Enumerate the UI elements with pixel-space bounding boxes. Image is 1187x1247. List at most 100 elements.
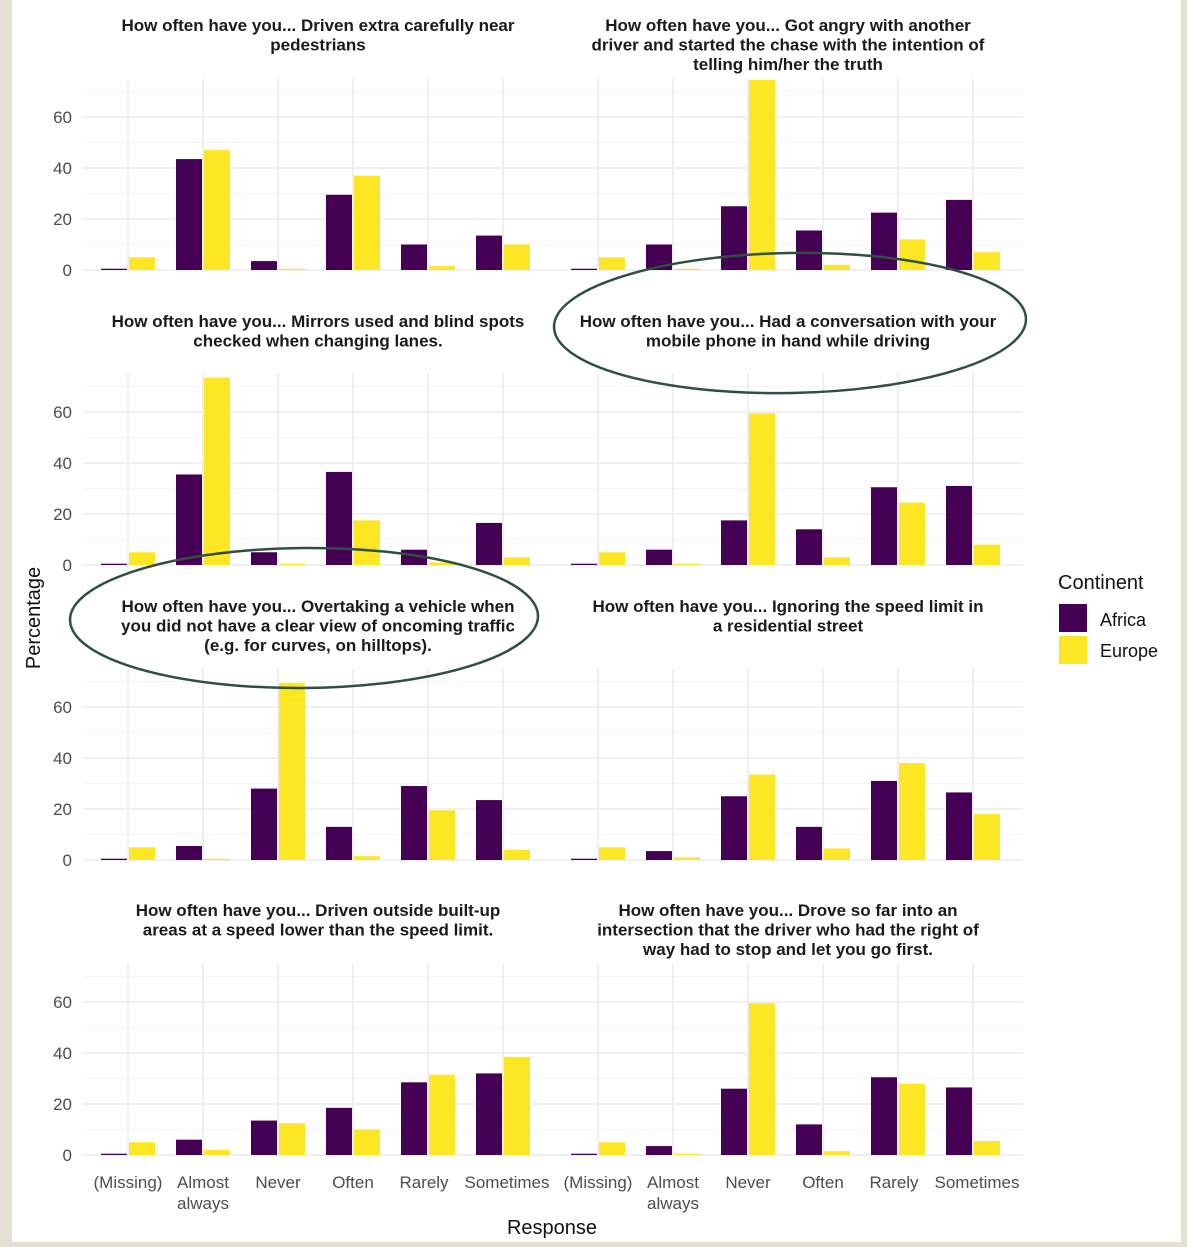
bar-europe-almost-always [204,377,230,565]
bar-europe-sometimes [504,849,530,860]
bar-africa-rarely [871,487,897,565]
bar-europe-almost-always [204,1149,230,1155]
bar-africa-sometimes [476,522,502,565]
bar-africa-never [721,796,747,860]
panel-title-line: driver and started the chase with the in… [592,36,985,55]
bar-africa-sometimes [946,485,972,565]
facet-panel-6: How often have you... Ignoring the speed… [553,597,1023,861]
bar-africa-rarely [871,212,897,270]
bar-europe-rarely [429,1074,455,1155]
bar-europe-sometimes [504,557,530,565]
bar-europe-almost-always [674,1153,700,1155]
bar-europe-missing [599,847,625,860]
y-tick-label: 20 [53,800,72,819]
bar-europe-rarely [429,810,455,860]
x-tick-label: always [177,1194,229,1213]
facet-panels: 0 20 40 60 How often have you... Driven extr… [53,16,1023,1213]
bar-europe-rarely [899,239,925,270]
bar-africa-never [251,788,277,860]
y-tick-label: 20 [53,505,72,524]
bar-europe-rarely [899,1083,925,1155]
bar-europe-missing [599,257,625,270]
facet-panel-3: 0 20 40 60 How often have you... Mirrors use… [53,312,553,575]
y-tick-label: 60 [53,698,72,717]
panel-title-line: How often have you... Mirrors used and b… [112,312,525,331]
panel-title-line: mobile phone in hand while driving [646,332,930,351]
annotation-ellipses [68,251,1028,690]
bar-europe-sometimes [974,544,1000,565]
panel-title-line: way had to stop and let you go first. [642,940,933,959]
x-tick-label: Rarely [399,1173,449,1192]
bar-africa-rarely [871,780,897,860]
facet-bar-chart: 0 20 40 60 How often have you... Driven extr… [23,16,1158,1239]
bar-africa-almost-always [176,1139,202,1155]
chart-frame: 0 20 40 60 How often have you... Driven extr… [12,0,1181,1242]
bar-europe-almost-always [674,563,700,565]
y-tick-label: 0 [63,1146,72,1165]
bar-africa-never [721,1088,747,1155]
bar-europe-sometimes [974,814,1000,860]
bar-europe-missing [129,847,155,860]
panel-title-line: telling him/her the truth [693,55,883,74]
x-tick-label: Often [802,1173,844,1192]
bar-europe-never [749,413,775,565]
bar-africa-often [326,194,352,270]
legend-swatch-africa [1059,604,1087,632]
facet-panel-7: 0 20 40 60 How often have you... Driven outs… [53,901,553,1213]
bar-africa-missing [101,563,127,565]
bar-africa-often [326,1107,352,1155]
bar-africa-never [721,520,747,565]
legend-label-europe: Europe [1100,641,1158,661]
bar-africa-never [251,552,277,565]
bar-africa-sometimes [476,800,502,860]
bar-africa-almost-always [176,159,202,270]
bar-africa-sometimes [476,235,502,270]
x-tick-label: Never [725,1173,771,1192]
panel-title-line: How often have you... Got angry with ano… [605,16,971,35]
x-axis-title: Response [507,1217,597,1239]
bar-africa-sometimes [946,1087,972,1155]
panel-title-line: areas at a speed lower than the speed li… [143,921,494,940]
y-tick-label: 20 [53,210,72,229]
bar-europe-rarely [429,562,455,565]
bar-africa-sometimes [946,792,972,860]
bar-europe-almost-always [204,858,230,860]
x-tick-label: Sometimes [464,1173,549,1192]
facet-panel-8: How often have you... Drove so far into … [553,901,1023,1213]
facet-panel-1: 0 20 40 60 How often have you... Driven extr… [53,16,553,280]
bar-africa-often [796,529,822,565]
bar-europe-missing [129,1142,155,1155]
bar-africa-rarely [401,1082,427,1155]
annotation-ellipse-1 [552,251,1028,395]
bar-europe-almost-always [204,150,230,270]
bar-europe-often [354,175,380,270]
bar-africa-rarely [401,244,427,270]
bar-africa-almost-always [646,549,672,565]
y-tick-label: 0 [63,851,72,870]
annotation-ellipse-2 [68,546,540,690]
x-tick-label: Almost [177,1173,229,1192]
bar-africa-often [796,826,822,860]
bar-europe-often [824,264,850,270]
bar-europe-sometimes [974,1140,1000,1155]
bar-europe-missing [599,1142,625,1155]
bar-europe-never [279,682,305,860]
bar-africa-often [326,471,352,565]
bar-europe-missing [129,552,155,565]
x-tick-label: Never [255,1173,301,1192]
bar-africa-sometimes [476,1073,502,1155]
bar-europe-often [354,520,380,565]
bar-africa-missing [101,268,127,270]
bar-europe-never [749,774,775,860]
x-tick-label: Often [332,1173,374,1192]
bar-africa-missing [571,1153,597,1155]
x-tick-label: (Missing) [94,1173,163,1192]
panel-title-line: (e.g. for curves, on hilltops). [204,636,432,655]
bar-europe-sometimes [504,1056,530,1155]
y-tick-label: 40 [53,749,72,768]
y-tick-label: 60 [53,108,72,127]
y-axis-title: Percentage [23,567,45,669]
bar-europe-never [749,80,775,271]
y-tick-label: 40 [53,454,72,473]
x-tick-label: Sometimes [934,1173,1019,1192]
